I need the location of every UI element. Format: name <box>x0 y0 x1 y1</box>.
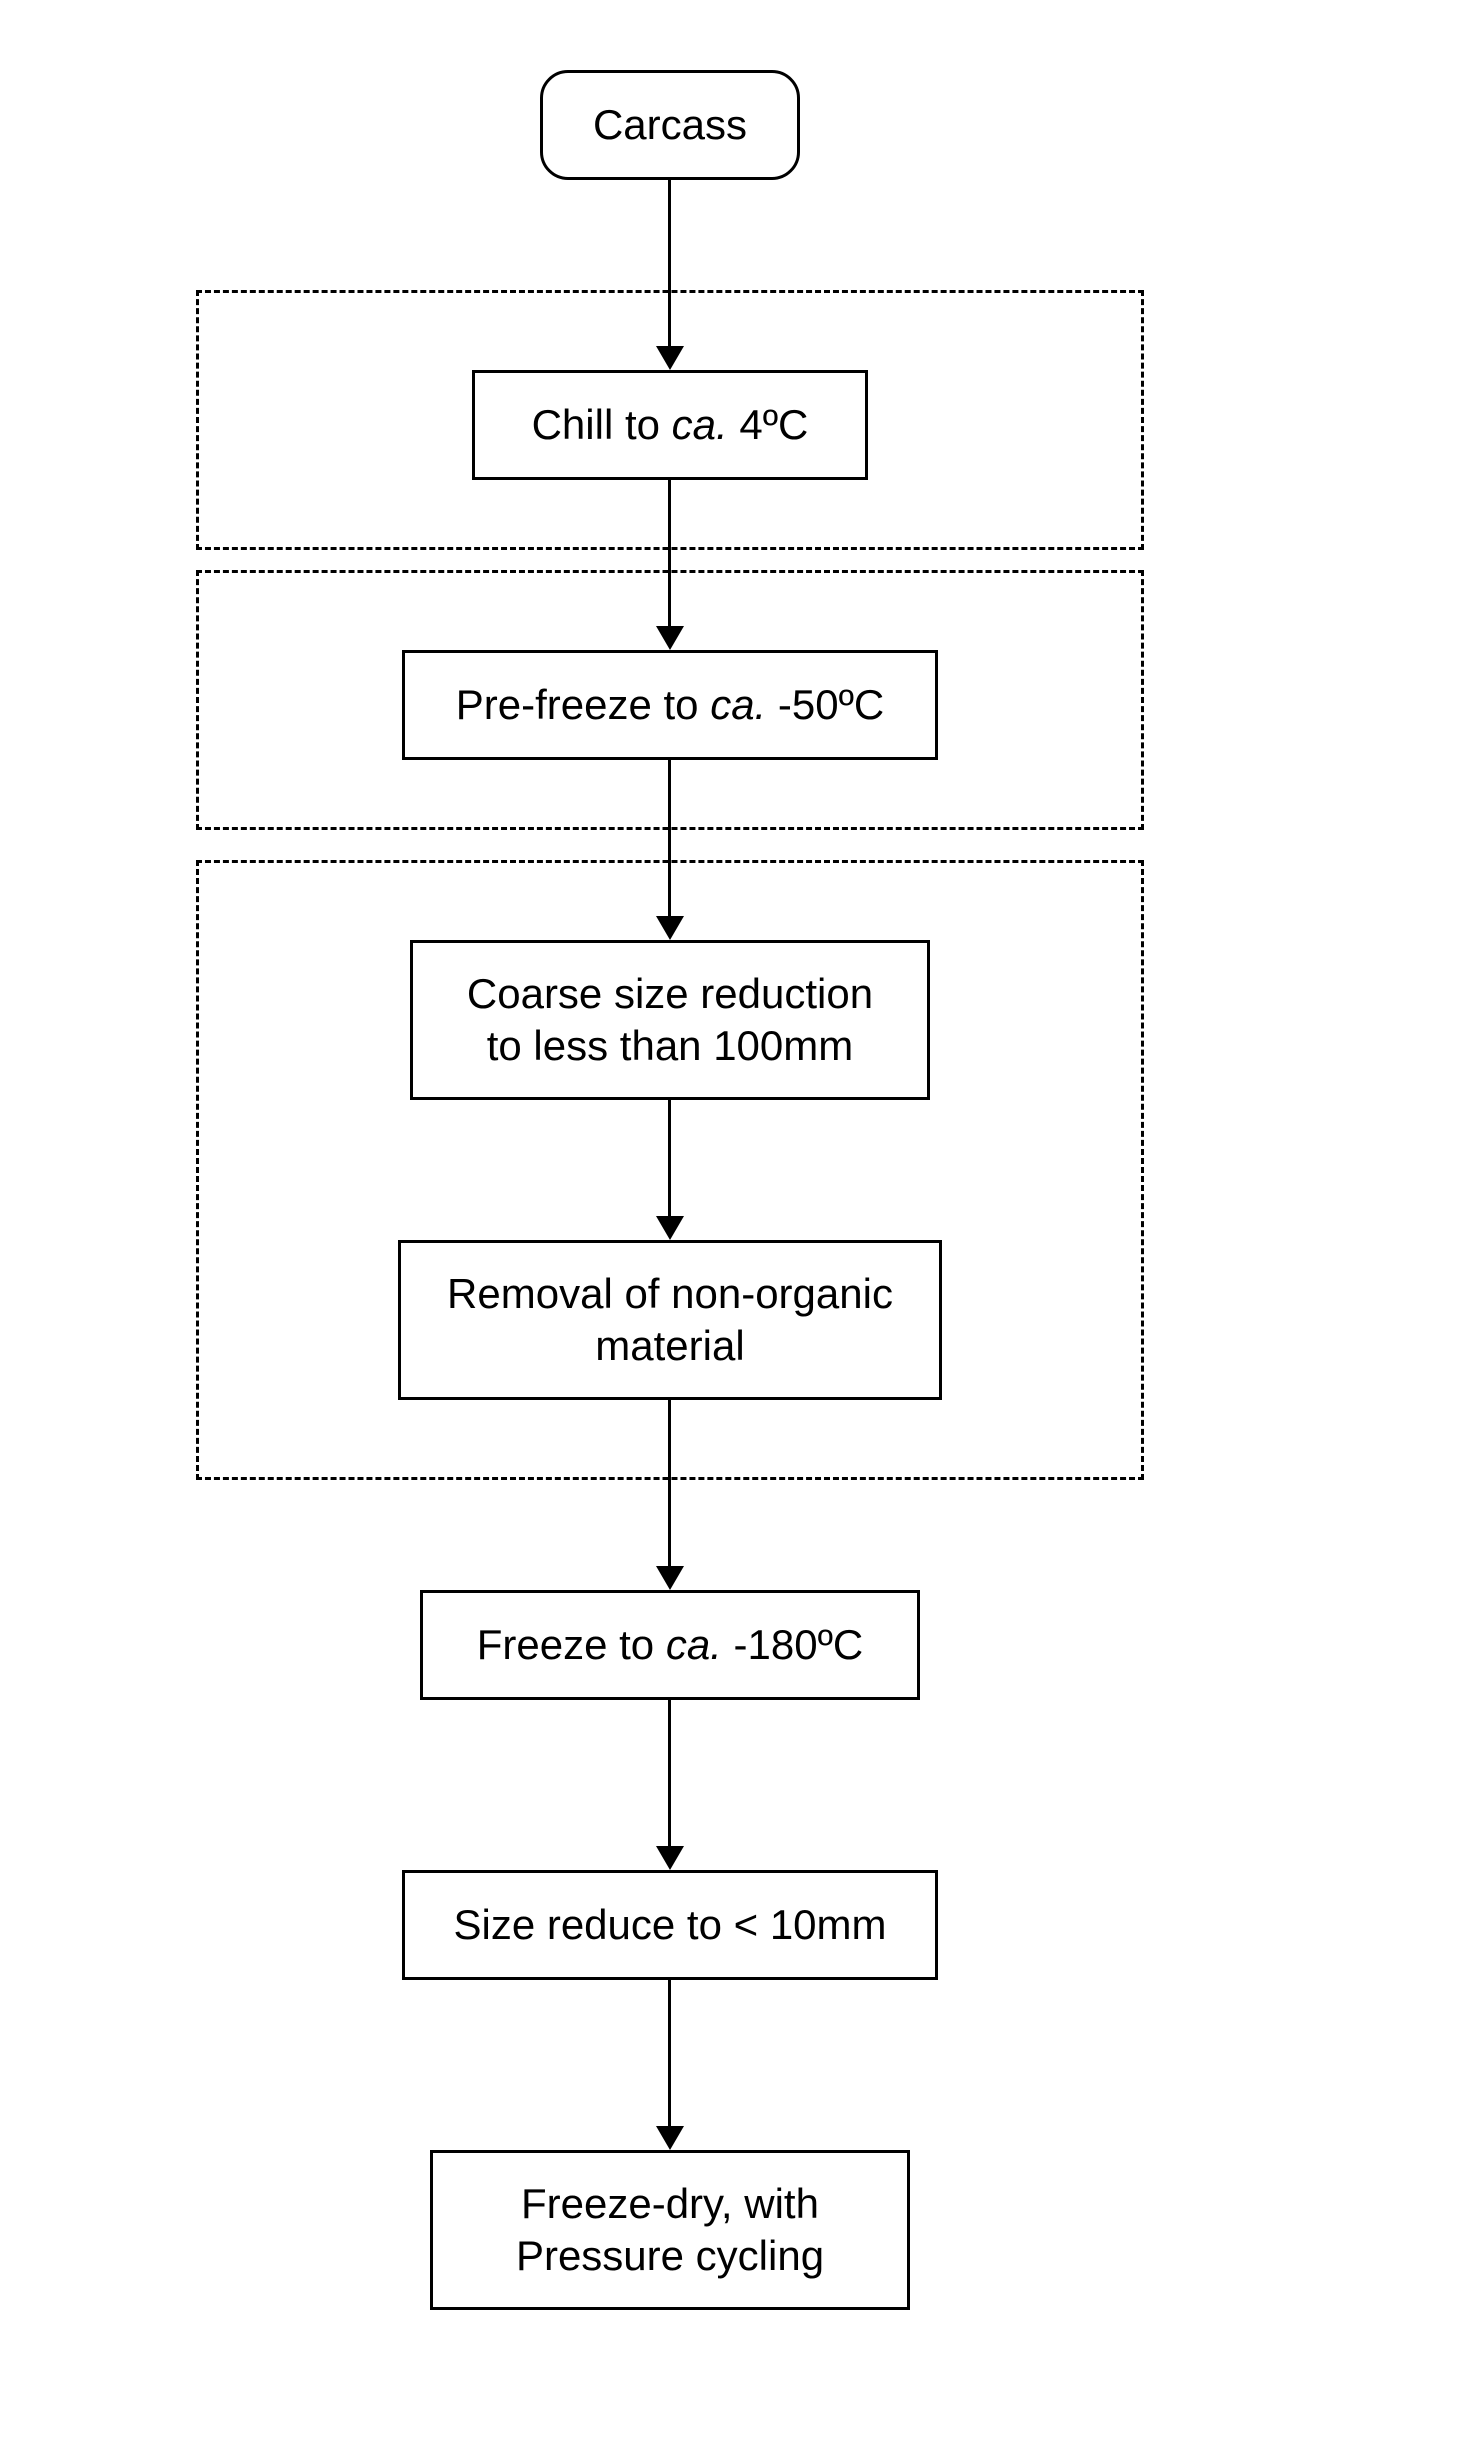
node-coarse: Coarse size reductionto less than 100mm <box>410 940 930 1100</box>
node-prefreeze-label: Pre-freeze to ca. -50ºC <box>456 679 885 732</box>
edge-prefreeze-coarse-head <box>656 916 684 940</box>
flowchart-canvas: Carcass Chill to ca. 4ºC Pre-freeze to c… <box>0 0 1474 2454</box>
node-sizereduce: Size reduce to < 10mm <box>402 1870 938 1980</box>
edge-chill-prefreeze <box>668 480 671 626</box>
node-coarse-label: Coarse size reductionto less than 100mm <box>467 968 873 1073</box>
node-freeze-label: Freeze to ca. -180ºC <box>477 1619 864 1672</box>
edge-freeze-sizereduce-head <box>656 1846 684 1870</box>
edge-freeze-sizereduce <box>668 1700 671 1846</box>
edge-removal-freeze <box>668 1400 671 1566</box>
node-chill: Chill to ca. 4ºC <box>472 370 868 480</box>
edge-sizereduce-freezedry-head <box>656 2126 684 2150</box>
edge-removal-freeze-head <box>656 1566 684 1590</box>
node-start: Carcass <box>540 70 800 180</box>
edge-coarse-removal-head <box>656 1216 684 1240</box>
edge-start-chill-head <box>656 346 684 370</box>
node-removal: Removal of non-organicmaterial <box>398 1240 942 1400</box>
node-freezedry-label: Freeze-dry, withPressure cycling <box>516 2178 824 2283</box>
edge-chill-prefreeze-head <box>656 626 684 650</box>
node-freeze: Freeze to ca. -180ºC <box>420 1590 920 1700</box>
node-start-label: Carcass <box>593 99 747 152</box>
node-chill-label: Chill to ca. 4ºC <box>532 399 809 452</box>
edge-prefreeze-coarse <box>668 760 671 916</box>
edge-sizereduce-freezedry <box>668 1980 671 2126</box>
node-sizereduce-label: Size reduce to < 10mm <box>453 1899 886 1952</box>
node-freezedry: Freeze-dry, withPressure cycling <box>430 2150 910 2310</box>
edge-coarse-removal <box>668 1100 671 1216</box>
node-removal-label: Removal of non-organicmaterial <box>447 1268 893 1373</box>
edge-start-chill <box>668 180 671 346</box>
node-prefreeze: Pre-freeze to ca. -50ºC <box>402 650 938 760</box>
